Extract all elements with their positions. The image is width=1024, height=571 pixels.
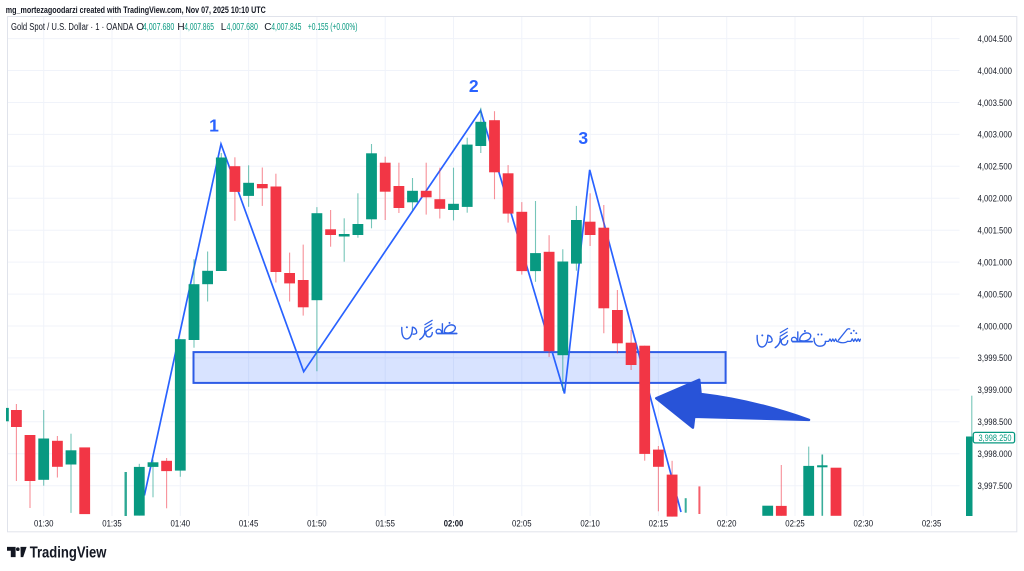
svg-text:4,004.000: 4,004.000	[978, 66, 1013, 77]
svg-text:L: L	[221, 22, 227, 33]
svg-text:02:30: 02:30	[854, 519, 874, 530]
svg-text:02:15: 02:15	[649, 519, 669, 530]
svg-text:1: 1	[209, 116, 219, 136]
svg-text:4,004.500: 4,004.500	[978, 34, 1013, 45]
svg-text:4,000.000: 4,000.000	[978, 321, 1013, 332]
svg-text:H: H	[177, 22, 184, 33]
svg-text:02:05: 02:05	[512, 519, 532, 530]
svg-text:O: O	[136, 22, 144, 33]
svg-text:3,999.500: 3,999.500	[978, 353, 1013, 364]
svg-text:3,997.500: 3,997.500	[978, 481, 1013, 492]
svg-text:Gold Spot / U.S. Dollar · 1 ·: Gold Spot / U.S. Dollar · 1 · OANDA	[11, 22, 134, 33]
svg-text:3,999.000: 3,999.000	[978, 385, 1013, 396]
svg-text:4,002.500: 4,002.500	[978, 162, 1013, 173]
svg-text:C: C	[264, 22, 271, 33]
svg-text:mg_mortezagoodarzi created wit: mg_mortezagoodarzi created with TradingV…	[6, 5, 266, 15]
svg-text:01:30: 01:30	[34, 519, 54, 530]
svg-text:4,003.500: 4,003.500	[978, 98, 1013, 109]
svg-text:4,001.000: 4,001.000	[978, 257, 1013, 268]
svg-text:01:50: 01:50	[307, 519, 327, 530]
svg-text:4,007.845: 4,007.845	[271, 22, 301, 33]
svg-text:4,003.000: 4,003.000	[978, 130, 1013, 141]
svg-text:2: 2	[469, 76, 479, 96]
svg-text:TradingView: TradingView	[30, 544, 107, 561]
svg-text:3,998.500: 3,998.500	[978, 417, 1013, 428]
svg-text:4,007.680: 4,007.680	[227, 22, 259, 33]
svg-text:+0.155 (+0.00%): +0.155 (+0.00%)	[308, 22, 358, 33]
svg-text:4,007.865: 4,007.865	[184, 22, 214, 33]
svg-text:3,998.000: 3,998.000	[978, 449, 1013, 460]
svg-text:4,002.000: 4,002.000	[978, 194, 1013, 205]
svg-text:4,001.500: 4,001.500	[978, 226, 1013, 237]
svg-text:02:10: 02:10	[580, 519, 600, 530]
svg-text:02:20: 02:20	[717, 519, 737, 530]
svg-text:02:35: 02:35	[922, 519, 942, 530]
svg-text:01:40: 01:40	[171, 519, 191, 530]
svg-text:01:55: 01:55	[375, 519, 395, 530]
svg-text:4,007.680: 4,007.680	[143, 22, 175, 33]
svg-text:02:00: 02:00	[444, 519, 464, 530]
svg-text:3: 3	[578, 128, 588, 148]
svg-text:01:35: 01:35	[102, 519, 122, 530]
svg-text:01:45: 01:45	[239, 519, 259, 530]
svg-text:4,000.500: 4,000.500	[978, 289, 1013, 300]
svg-text:3,998.250: 3,998.250	[979, 433, 1012, 444]
svg-text:02:25: 02:25	[785, 519, 805, 530]
